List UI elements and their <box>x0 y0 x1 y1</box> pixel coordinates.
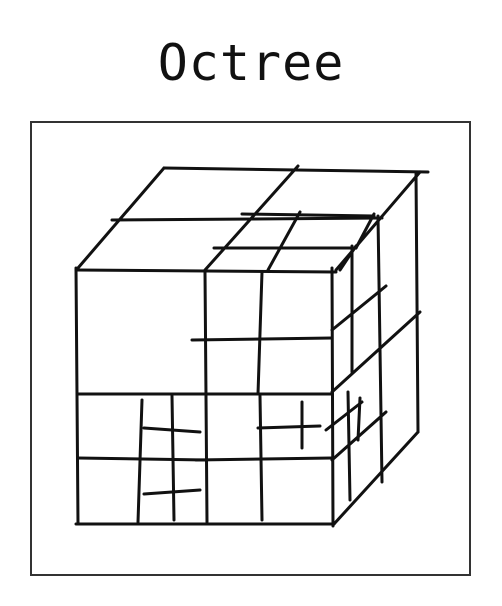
diagram-title: Octree <box>157 34 345 92</box>
octant-top-subdivision <box>212 210 376 272</box>
octant-front-lower-right-subdivision <box>194 394 334 522</box>
right-mid-diagonal <box>330 310 422 394</box>
cube-front-face <box>74 266 338 528</box>
cube-right-face <box>330 170 422 526</box>
front-right-edge <box>330 266 335 528</box>
right-mid-vertical <box>376 214 384 484</box>
right-bottom-edge <box>332 430 420 526</box>
octant-front-upper-subdivision <box>190 270 334 396</box>
front-mid-vertical <box>203 270 209 524</box>
octant-front-lower-left-subdivision <box>76 394 208 524</box>
octant-right-upper-subdivision <box>330 244 388 374</box>
right-back-edge <box>414 170 420 434</box>
top-left-edge <box>76 166 166 270</box>
cube-top-face <box>76 164 430 272</box>
octant-right-lower-subdivision <box>324 390 388 502</box>
diagram-frame <box>30 121 471 576</box>
top-mid-horizontal <box>110 216 384 222</box>
front-left-edge <box>74 266 80 526</box>
